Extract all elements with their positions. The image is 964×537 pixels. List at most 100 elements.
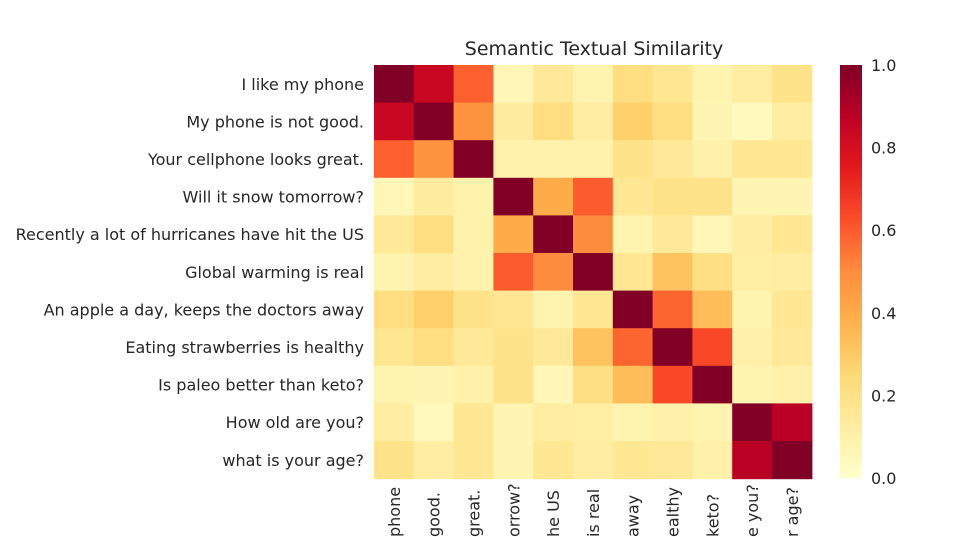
heatmap-cell: [692, 328, 733, 367]
heatmap-cell: [772, 65, 813, 104]
heatmap-cell: [652, 177, 693, 216]
x-tick-label: keto?: [703, 494, 722, 537]
heatmap-cell: [413, 290, 455, 329]
colorbar-tick-label: 0.6: [871, 221, 896, 240]
heatmap-cell: [573, 290, 614, 329]
heatmap-cell: [612, 102, 654, 141]
y-tick-label: Recently a lot of hurricanes have hit th…: [16, 225, 364, 244]
heatmap-cell: [692, 177, 733, 216]
heatmap-cell: [533, 365, 574, 404]
heatmap-cell: [573, 403, 614, 442]
y-tick-label: I like my phone: [241, 75, 364, 94]
heatmap-cell: [533, 215, 574, 254]
colorbar-tick-label: 0.2: [871, 386, 896, 405]
heatmap-cell: [732, 403, 773, 442]
heatmap-cell: [493, 140, 534, 179]
heatmap-cell: [612, 365, 654, 404]
heatmap-cell: [692, 102, 733, 141]
heatmap-cell: [732, 215, 773, 254]
heatmap-cell: [612, 177, 654, 216]
heatmap-cell: [573, 441, 614, 480]
heatmap-cell: [612, 140, 654, 179]
heatmap-cell: [413, 253, 455, 292]
heatmap-cell: [772, 328, 813, 367]
heatmap-cell: [493, 102, 534, 141]
heatmap-cell: [652, 328, 693, 367]
heatmap-cell: [493, 403, 534, 442]
heatmap-cell: [374, 177, 415, 216]
heatmap-cell: [772, 253, 813, 292]
heatmap-cell: [374, 290, 415, 329]
x-tick-label: orrow?: [504, 483, 523, 537]
heatmap-cell: [612, 441, 654, 480]
heatmap-cell: [692, 441, 733, 480]
heatmap-cell: [772, 441, 813, 480]
heatmap-cell: [652, 140, 693, 179]
y-tick-label: Will it snow tomorrow?: [183, 188, 364, 207]
heatmap-cells: [374, 65, 813, 480]
y-tick-label: what is your age?: [222, 451, 364, 470]
heatmap-cell: [453, 65, 494, 104]
heatmap-cell: [493, 215, 534, 254]
heatmap-cell: [732, 365, 773, 404]
heatmap-cell: [652, 403, 693, 442]
heatmap-cell: [533, 253, 574, 292]
x-tick-label: is real: [584, 489, 603, 537]
y-tick-label: How old are you?: [226, 413, 364, 432]
x-tick-label: he US: [544, 490, 563, 537]
heatmap-cell: [493, 65, 534, 104]
heatmap-cell: [533, 65, 574, 104]
y-tick-label: My phone is not good.: [186, 112, 364, 131]
x-tick-label: great.: [465, 490, 484, 537]
colorbar-ticks: 0.0 0.2 0.4 0.6 0.8 1.0: [871, 56, 896, 488]
heatmap-cell: [493, 177, 534, 216]
heatmap-cell: [493, 290, 534, 329]
heatmap-cell: [533, 177, 574, 216]
heatmap-cell: [453, 102, 494, 141]
heatmap-cell: [413, 140, 455, 179]
heatmap-cell: [732, 253, 773, 292]
heatmap-cell: [652, 365, 693, 404]
heatmap-cell: [732, 102, 773, 141]
heatmap-cell: [612, 65, 654, 104]
y-tick-labels: I like my phone My phone is not good. Your…: [16, 75, 364, 470]
heatmap-cell: [652, 253, 693, 292]
heatmap-cell: [732, 441, 773, 480]
heatmap-cell: [692, 365, 733, 404]
heatmap-cell: [493, 328, 534, 367]
heatmap-cell: [573, 253, 614, 292]
heatmap-cell: [413, 441, 455, 480]
heatmap-cell: [453, 403, 494, 442]
heatmap-cell: [453, 328, 494, 367]
heatmap-cell: [573, 102, 614, 141]
heatmap-cell: [652, 441, 693, 480]
heatmap-cell: [533, 140, 574, 179]
heatmap-cell: [533, 102, 574, 141]
heatmap-cell: [533, 403, 574, 442]
heatmap-cell: [732, 140, 773, 179]
heatmap-cell: [692, 215, 733, 254]
heatmap-cell: [374, 140, 415, 179]
heatmap-cell: [612, 403, 654, 442]
heatmap-cell: [692, 403, 733, 442]
heatmap-cell: [413, 177, 455, 216]
heatmap-cell: [732, 65, 773, 104]
heatmap-cell: [772, 102, 813, 141]
heatmap-cell: [413, 215, 455, 254]
colorbar-tick-label: 0.4: [871, 304, 896, 323]
y-tick-label: Is paleo better than keto?: [158, 376, 364, 395]
heatmap-cell: [374, 65, 415, 104]
x-tick-label: away: [624, 495, 643, 537]
colorbar-tick-label: 1.0: [871, 56, 896, 75]
heatmap-cell: [652, 215, 693, 254]
y-tick-label: Eating strawberries is healthy: [125, 338, 364, 357]
heatmap-cell: [413, 65, 455, 104]
heatmap-cell: [374, 403, 415, 442]
heatmap-cell: [612, 253, 654, 292]
heatmap-cell: [772, 365, 813, 404]
heatmap-cell: [772, 215, 813, 254]
colorbar: [840, 65, 862, 478]
x-tick-label: good.: [425, 492, 444, 537]
heatmap-cell: [732, 290, 773, 329]
